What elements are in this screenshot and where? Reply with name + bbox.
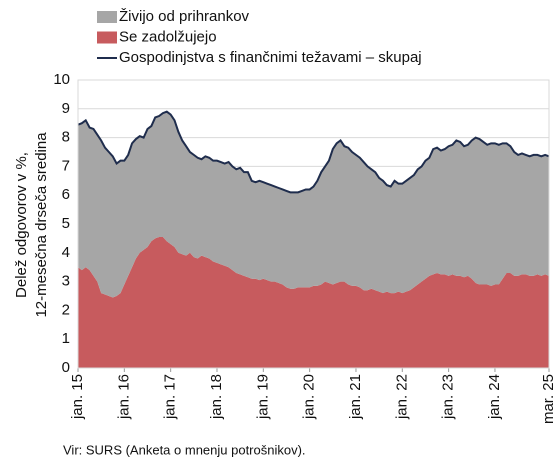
x-tick-label: mar. 25 [540, 374, 554, 424]
y-tick-label: 2 [62, 301, 70, 318]
y-tick-label: 4 [62, 244, 70, 261]
y-tick-label: 9 [62, 100, 70, 117]
y-axis-label: 12-mesečna drseča sredina [33, 132, 50, 318]
x-tick-label: jan. 24 [486, 374, 503, 420]
area [78, 236, 549, 368]
line [77, 110, 550, 194]
legend-label: Gospodinjstva s finančnimi težavami – sk… [119, 49, 422, 66]
source-note: Vir: SURS (Anketa o mnenju potrošnikov). [63, 442, 306, 457]
x-tick-label: jan. 21 [347, 374, 364, 420]
y-tick-label: 10 [53, 71, 70, 88]
x-tick-label: jan. 17 [162, 374, 179, 420]
x-tick-label: jan. 18 [208, 374, 225, 420]
legend-label: Se zadolžujejo [119, 28, 217, 45]
legend-swatch [97, 11, 117, 23]
legend-label: Živijo od prihrankov [119, 8, 250, 25]
x-tick-label: jan. 22 [393, 374, 410, 420]
x-tick-label: jan. 19 [254, 374, 271, 420]
y-tick-label: 3 [62, 273, 70, 290]
x-tick-label: jan. 15 [69, 374, 86, 420]
y-axis-label: Delež odgovorov v %, [13, 152, 30, 298]
plot-area [77, 79, 550, 369]
y-tick-label: 0 [62, 359, 70, 376]
y-tick-label: 6 [62, 186, 70, 203]
y-tick-label: 1 [62, 330, 70, 347]
area [78, 111, 549, 298]
x-tick-label: jan. 16 [115, 374, 132, 420]
y-tick-label: 7 [62, 157, 70, 174]
plot-border [77, 79, 550, 369]
x-tick-label: jan. 20 [301, 374, 318, 420]
legend-swatch [97, 31, 117, 44]
y-tick-label: 5 [62, 215, 70, 232]
y-tick-label: 8 [62, 129, 70, 146]
x-tick-label: jan. 23 [440, 374, 457, 420]
